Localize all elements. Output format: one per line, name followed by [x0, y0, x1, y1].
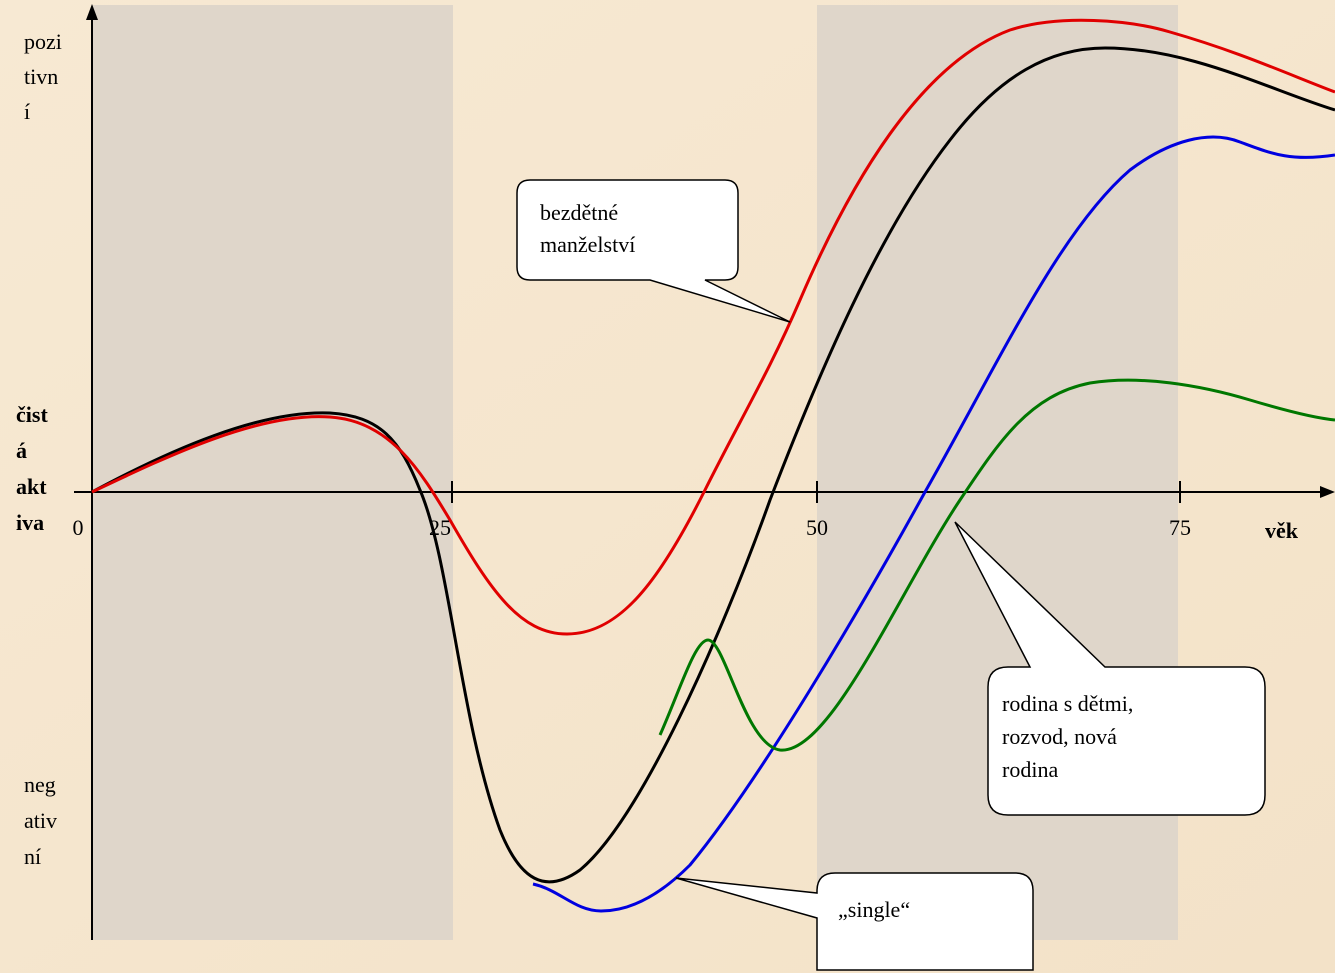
- y-label-bottom: neg: [24, 772, 56, 797]
- callout-text: bezdětné: [540, 200, 618, 225]
- y-label-middle: akt: [16, 474, 47, 499]
- x-tick-label: 75: [1169, 515, 1191, 540]
- y-label-bottom: ativ: [24, 808, 57, 833]
- curve-black: [91, 46, 1335, 884]
- y-label-middle: čist: [16, 402, 48, 427]
- y-label-middle: iva: [16, 510, 44, 535]
- callout-text: rozvod, nová: [1002, 724, 1117, 749]
- y-label-bottom: ní: [24, 844, 41, 869]
- callout-box: [516, 179, 791, 323]
- x-axis-arrow: [1320, 486, 1335, 498]
- curve-green: [658, 378, 1335, 752]
- callout-text: rodina s dětmi,: [1002, 691, 1133, 716]
- y-axis-arrow: [86, 4, 98, 20]
- y-label-middle: á: [16, 438, 27, 463]
- callout-box: [675, 872, 1034, 971]
- callout-text: rodina: [1002, 757, 1058, 782]
- x-tick-label: 25: [429, 515, 451, 540]
- callout-text: „single“: [838, 897, 910, 922]
- x-axis-label: věk: [1265, 518, 1299, 543]
- curve-red: [91, 18, 1335, 636]
- y-label-top: pozi: [24, 29, 62, 54]
- y-label-top: tivn: [24, 64, 58, 89]
- x-tick-label: 0: [73, 515, 84, 540]
- callout-text: manželství: [540, 232, 635, 257]
- shaded-band: [92, 5, 453, 940]
- y-label-top: í: [24, 99, 30, 124]
- callout-box: [954, 521, 1266, 816]
- curve-blue: [532, 135, 1335, 913]
- x-tick-label: 50: [806, 515, 828, 540]
